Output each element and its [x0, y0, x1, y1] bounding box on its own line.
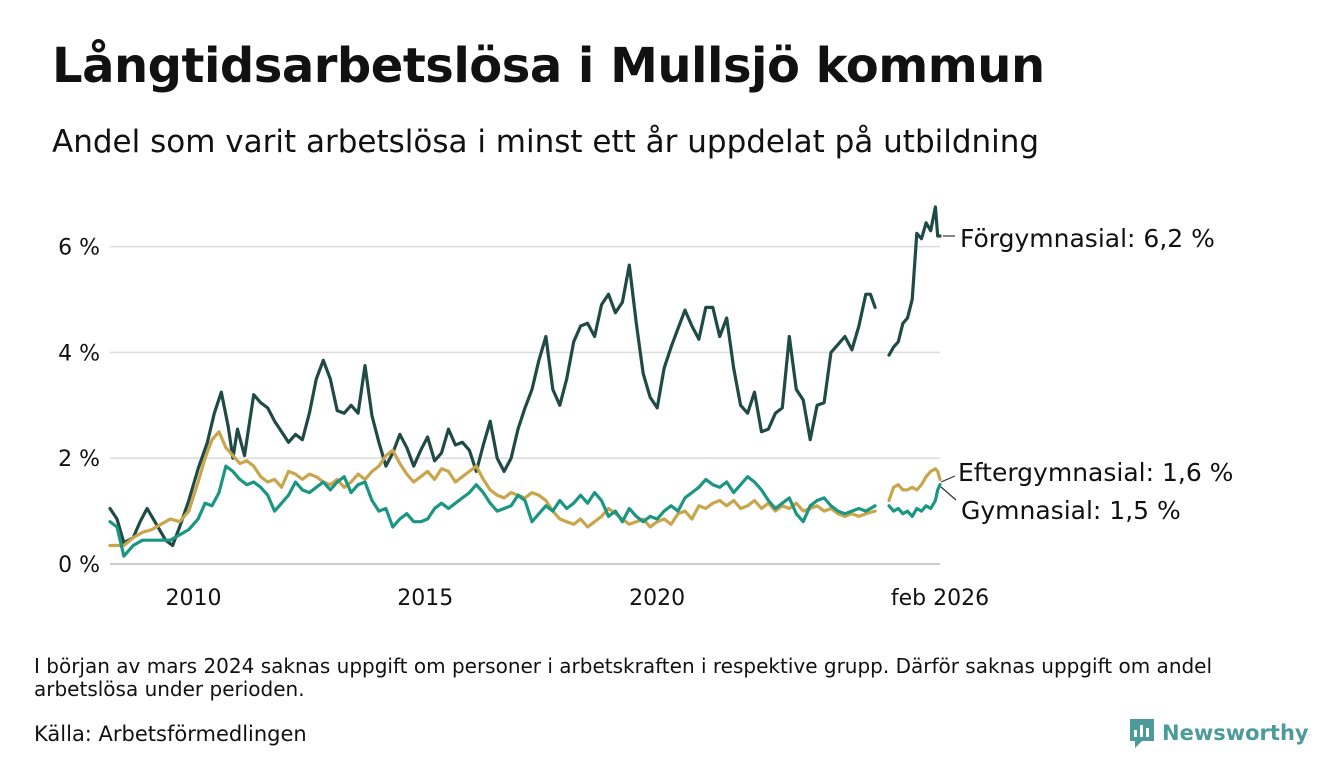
series-lines	[108, 205, 942, 558]
y-tick-label: 6 %	[58, 236, 100, 261]
y-tick-label: 2 %	[58, 447, 100, 472]
axes: 0 % 2 % 4 % 6 % 2010 2015 2020 feb 2026	[58, 236, 989, 611]
y-tick-label: 0 %	[58, 553, 100, 578]
y-tick-label: 4 %	[58, 341, 100, 366]
series-label-gymnasial: Gymnasial: 1,5 %	[961, 496, 1181, 525]
series-label-förgymnasial: Förgymnasial: 6,2 %	[960, 224, 1215, 253]
newsworthy-logo[interactable]: Newsworthy	[1128, 716, 1309, 750]
x-tick-label: 2015	[397, 586, 453, 611]
chart-title: Långtidsarbetslösa i Mullsjö kommun	[52, 38, 1045, 94]
label-connector	[940, 475, 956, 483]
series-line-förgymnasial	[108, 205, 942, 548]
label-connector	[940, 486, 957, 501]
gridlines	[110, 245, 940, 565]
series-line-gymnasial	[108, 464, 942, 558]
series-line-eftergymnasial	[108, 430, 942, 548]
series-labels: Förgymnasial: 6,2 % Eftergymnasial: 1,6 %…	[940, 224, 1233, 525]
chart-subtitle: Andel som varit arbetslösa i minst ett å…	[52, 124, 1040, 160]
x-tick-label: 2010	[165, 586, 221, 611]
footnote: I början av mars 2024 saknas uppgift om …	[34, 654, 1213, 701]
newsworthy-logo-icon	[1130, 719, 1154, 748]
brand-name: Newsworthy	[1162, 721, 1309, 745]
series-label-eftergymnasial: Eftergymnasial: 1,6 %	[958, 458, 1233, 487]
source-label: Källa: Arbetsförmedlingen	[34, 722, 307, 746]
x-tick-label: 2020	[629, 586, 685, 611]
line-chart: 0 % 2 % 4 % 6 % 2010 2015 2020 feb 2026 Förgymn…	[58, 205, 1233, 611]
x-tick-label: feb 2026	[891, 586, 989, 611]
